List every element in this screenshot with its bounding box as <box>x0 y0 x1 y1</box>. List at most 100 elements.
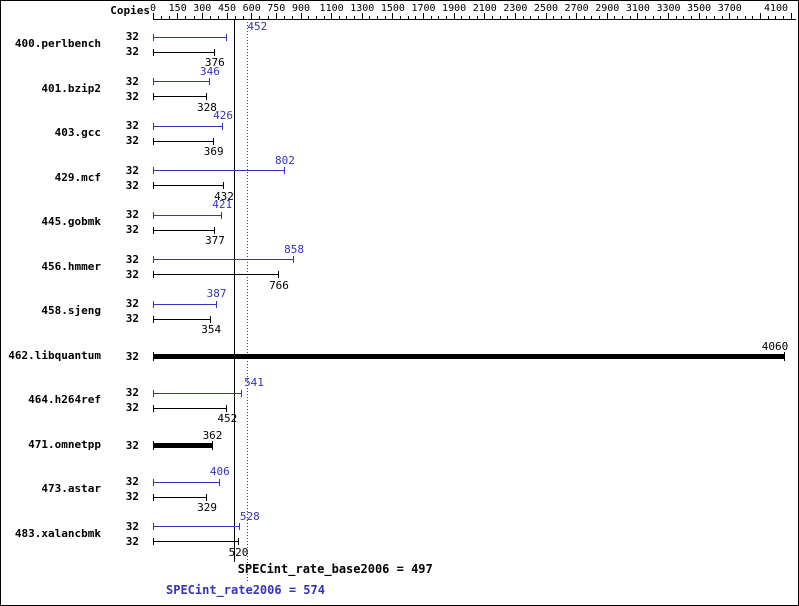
peak-bar <box>153 81 210 82</box>
axis-tick <box>706 16 708 19</box>
copies-value: 32 <box>125 45 139 58</box>
axis-tick <box>152 13 154 19</box>
axis-tick-label: 1500 <box>380 3 405 14</box>
axis-tick <box>767 16 769 19</box>
axis-tick <box>675 16 677 19</box>
bar-right-endcap <box>206 493 208 501</box>
axis-tick <box>744 16 746 19</box>
axis-tick <box>713 16 715 19</box>
base-bar <box>153 407 228 409</box>
axis-tick <box>234 16 236 19</box>
base-bar <box>153 274 279 275</box>
peak-value-label: 426 <box>213 109 234 122</box>
copies-value: 32 <box>125 119 139 132</box>
axis-tick-label: 3700 <box>717 3 742 14</box>
axis-tick-label: 1700 <box>411 3 436 14</box>
axis-tick-label: 0 <box>149 3 157 14</box>
single-value-label: 362 <box>202 428 223 442</box>
axis-tick <box>392 13 394 19</box>
axis-tick-label: 1300 <box>350 3 375 14</box>
base-bar <box>153 185 224 186</box>
base-bar <box>153 318 212 320</box>
axis-tick-label: 2500 <box>533 3 559 14</box>
copies-column-header: Copies <box>110 4 150 17</box>
base-value-label: 432 <box>214 189 234 203</box>
axis-tick <box>275 13 277 19</box>
axis-tick-label: 2700 <box>564 3 589 14</box>
bar-left-endcap <box>153 93 154 100</box>
bar-right-endcap <box>211 441 213 450</box>
base-bar <box>153 140 214 142</box>
copies-value: 32 <box>125 475 139 488</box>
bar-left-endcap <box>153 315 154 323</box>
benchmark-label: 401.bzip2 <box>41 81 101 95</box>
peak-bar <box>153 392 242 394</box>
copies-value: 32 <box>125 134 139 147</box>
bar-right-endcap <box>226 33 228 41</box>
bar-left-endcap <box>153 256 154 263</box>
axis-tick <box>721 16 723 19</box>
axis-tick <box>668 13 669 19</box>
copies-value: 32 <box>125 401 139 414</box>
bar-right-endcap <box>214 226 215 234</box>
bar-right-endcap <box>238 523 240 530</box>
peak-value-label: 387 <box>206 287 227 300</box>
benchmark-label: 473.astar <box>41 482 101 495</box>
axis-tick <box>782 16 784 19</box>
axis-tick <box>193 16 195 19</box>
axis-tick <box>384 16 386 19</box>
axis-tick-label: 2100 <box>472 3 497 14</box>
benchmark-label: 400.perlbench <box>14 37 101 50</box>
axis-tick <box>267 16 269 19</box>
axis-tick-label: 1100 <box>319 3 344 14</box>
axis-tick-label: 3500 <box>687 3 712 14</box>
axis-tick <box>377 16 379 19</box>
x-axis-line <box>153 19 796 20</box>
peak-summary-text: SPECint_rate2006 = 574 <box>166 583 325 597</box>
bar-left-endcap <box>153 33 154 41</box>
axis-tick <box>468 16 470 19</box>
axis-tick <box>251 13 253 19</box>
benchmark-label: 456.hmmer <box>41 259 101 273</box>
base-bar <box>153 51 215 53</box>
bar-left-endcap <box>153 404 154 412</box>
axis-tick-label: 300 <box>193 3 212 14</box>
axis-tick <box>645 16 646 19</box>
base-value-label: 452 <box>217 412 238 425</box>
bar-left-endcap <box>153 167 154 174</box>
bar-left-endcap <box>153 352 154 361</box>
axis-tick <box>729 13 731 19</box>
axis-tick-label: 2900 <box>595 3 620 14</box>
axis-tick <box>537 16 539 19</box>
axis-tick <box>637 13 639 19</box>
base-bar <box>153 541 239 542</box>
peak-value-label: 541 <box>244 376 264 389</box>
axis-tick <box>331 13 333 19</box>
bar-left-endcap <box>153 78 154 85</box>
axis-tick-label: 1900 <box>442 3 467 14</box>
axis-tick <box>259 16 261 19</box>
axis-tick <box>415 16 417 19</box>
axis-tick <box>185 16 187 19</box>
axis-tick <box>499 16 501 19</box>
bar-right-endcap <box>208 78 210 85</box>
copies-value: 32 <box>125 30 139 43</box>
base-value-label: 328 <box>196 100 217 114</box>
axis-tick <box>160 16 162 19</box>
base-value-label: 520 <box>228 545 249 559</box>
axis-tick <box>308 16 310 19</box>
axis-tick <box>775 16 777 19</box>
bar-left-endcap <box>153 389 154 397</box>
bar-left-endcap <box>153 48 154 56</box>
bar-right-endcap <box>215 300 217 308</box>
base-value-label: 354 <box>201 323 222 336</box>
bar-left-endcap <box>153 538 154 545</box>
axis-tick <box>210 16 212 19</box>
axis-tick <box>698 13 700 19</box>
single-bar <box>153 354 785 359</box>
bar-left-endcap <box>153 122 154 130</box>
axis-tick-label: 150 <box>168 3 187 14</box>
bar-left-endcap <box>153 478 154 486</box>
peak-bar <box>153 214 223 216</box>
axis-tick <box>323 16 325 19</box>
